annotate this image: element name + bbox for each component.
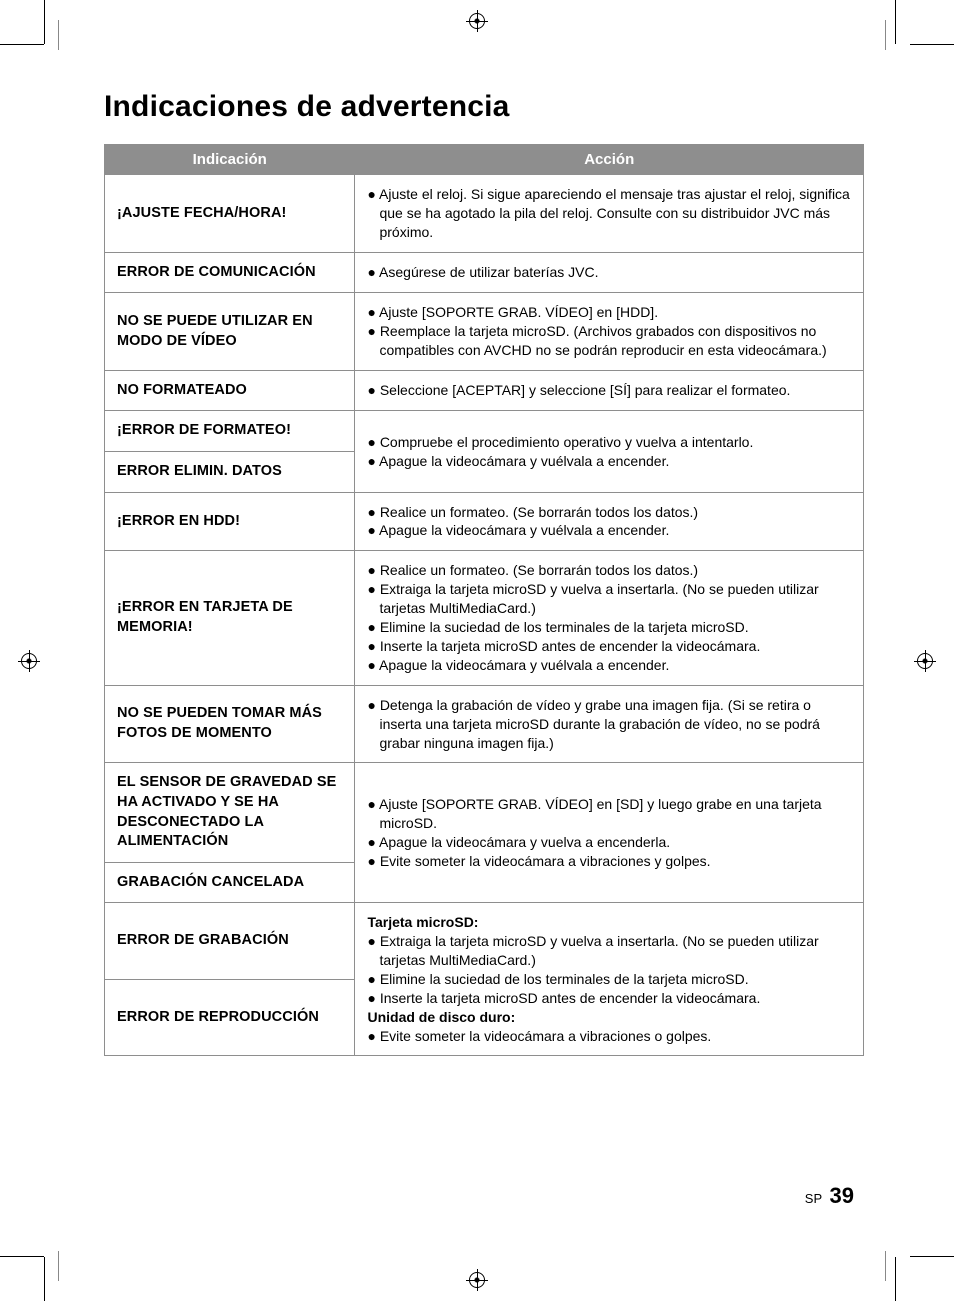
action-item: ● Evite someter la videocámara a vibraci… [367, 1027, 851, 1046]
action-item: ● Compruebe el procedimiento operativo y… [367, 433, 851, 452]
footer-prefix: SP [805, 1191, 822, 1206]
indication-cell: ¡ERROR EN TARJETA DE MEMORIA! [105, 551, 355, 685]
crop-mark [58, 1251, 59, 1281]
action-item: ● Apague la videocámara y vuélvala a enc… [367, 452, 851, 471]
action-cell: ● Ajuste [SOPORTE GRAB. VÍDEO] en [SD] y… [355, 763, 864, 903]
action-subheading: Unidad de disco duro: [367, 1008, 851, 1027]
action-cell: ● Asegúrese de utilizar baterías JVC. [355, 252, 864, 293]
page-footer: SP 39 [805, 1183, 854, 1209]
registration-mark-icon [914, 650, 936, 672]
action-subheading: Tarjeta microSD: [367, 913, 851, 932]
indication-cell: GRABACIÓN CANCELADA [105, 862, 355, 903]
indication-cell: ERROR ELIMIN. DATOS [105, 452, 355, 493]
indication-cell: ERROR DE REPRODUCCIÓN [105, 979, 355, 1056]
action-item: ● Inserte la tarjeta microSD antes de en… [367, 637, 851, 656]
page: Indicaciones de advertencia Indicación A… [0, 0, 954, 1301]
action-item: ● Seleccione [ACEPTAR] y seleccione [SÍ]… [367, 381, 851, 400]
action-cell: ● Detenga la grabación de vídeo y grabe … [355, 685, 864, 763]
crop-mark [44, 1257, 45, 1301]
crop-mark [885, 20, 886, 50]
indication-cell: ERROR DE GRABACIÓN [105, 903, 355, 980]
crop-mark [0, 44, 44, 45]
indication-cell: ¡ERROR EN HDD! [105, 492, 355, 551]
indication-cell: ¡AJUSTE FECHA/HORA! [105, 175, 355, 253]
column-header-action: Acción [355, 145, 864, 175]
action-item: ● Ajuste el reloj. Si sigue apareciendo … [367, 185, 851, 242]
action-item: ● Apague la videocámara y vuélvala a enc… [367, 656, 851, 675]
action-item: ● Detenga la grabación de vídeo y grabe … [367, 696, 851, 753]
indication-cell: ¡ERROR DE FORMATEO! [105, 411, 355, 452]
crop-mark [895, 0, 896, 44]
action-cell: ● Ajuste [SOPORTE GRAB. VÍDEO] en [HDD].… [355, 293, 864, 371]
warning-table: Indicación Acción ¡AJUSTE FECHA/HORA!● A… [104, 144, 864, 1056]
action-item: ● Reemplace la tarjeta microSD. (Archivo… [367, 322, 851, 360]
action-item: ● Extraiga la tarjeta microSD y vuelva a… [367, 580, 851, 618]
action-item: ● Apague la videocámara y vuélvala a enc… [367, 521, 851, 540]
crop-mark [910, 44, 954, 45]
indication-cell: ERROR DE COMUNICACIÓN [105, 252, 355, 293]
indication-cell: NO FORMATEADO [105, 370, 355, 411]
page-title: Indicaciones de advertencia [104, 90, 864, 124]
crop-mark [0, 1256, 44, 1257]
indication-cell: NO SE PUEDE UTILIZAR EN MODO DE VÍDEO [105, 293, 355, 371]
action-item: ● Ajuste [SOPORTE GRAB. VÍDEO] en [SD] y… [367, 795, 851, 833]
action-item: ● Elimine la suciedad de los terminales … [367, 618, 851, 637]
column-header-indication: Indicación [105, 145, 355, 175]
indication-cell: EL SENSOR DE GRAVEDAD SE HA ACTIVADO Y S… [105, 763, 355, 862]
action-cell: ● Ajuste el reloj. Si sigue apareciendo … [355, 175, 864, 253]
action-item: ● Elimine la suciedad de los terminales … [367, 970, 851, 989]
action-cell: ● Realice un formateo. (Se borrarán todo… [355, 551, 864, 685]
registration-mark-icon [466, 1269, 488, 1291]
crop-mark [885, 1251, 886, 1281]
action-cell: ● Realice un formateo. (Se borrarán todo… [355, 492, 864, 551]
crop-mark [895, 1257, 896, 1301]
crop-mark [58, 20, 59, 50]
action-item: ● Ajuste [SOPORTE GRAB. VÍDEO] en [HDD]. [367, 303, 851, 322]
action-cell: ● Compruebe el procedimiento operativo y… [355, 411, 864, 492]
action-cell: Tarjeta microSD:● Extraiga la tarjeta mi… [355, 903, 864, 1056]
action-item: ● Inserte la tarjeta microSD antes de en… [367, 989, 851, 1008]
registration-mark-icon [466, 10, 488, 32]
action-item: ● Realice un formateo. (Se borrarán todo… [367, 561, 851, 580]
action-item: ● Extraiga la tarjeta microSD y vuelva a… [367, 932, 851, 970]
action-cell: ● Seleccione [ACEPTAR] y seleccione [SÍ]… [355, 370, 864, 411]
action-item: ● Evite someter la videocámara a vibraci… [367, 852, 851, 871]
page-number: 39 [830, 1183, 854, 1208]
crop-mark [910, 1256, 954, 1257]
registration-mark-icon [18, 650, 40, 672]
crop-mark [44, 0, 45, 44]
indication-cell: NO SE PUEDEN TOMAR MÁS FOTOS DE MOMENTO [105, 685, 355, 763]
action-item: ● Asegúrese de utilizar baterías JVC. [367, 263, 851, 282]
action-item: ● Apague la videocámara y vuelva a encen… [367, 833, 851, 852]
action-item: ● Realice un formateo. (Se borrarán todo… [367, 503, 851, 522]
